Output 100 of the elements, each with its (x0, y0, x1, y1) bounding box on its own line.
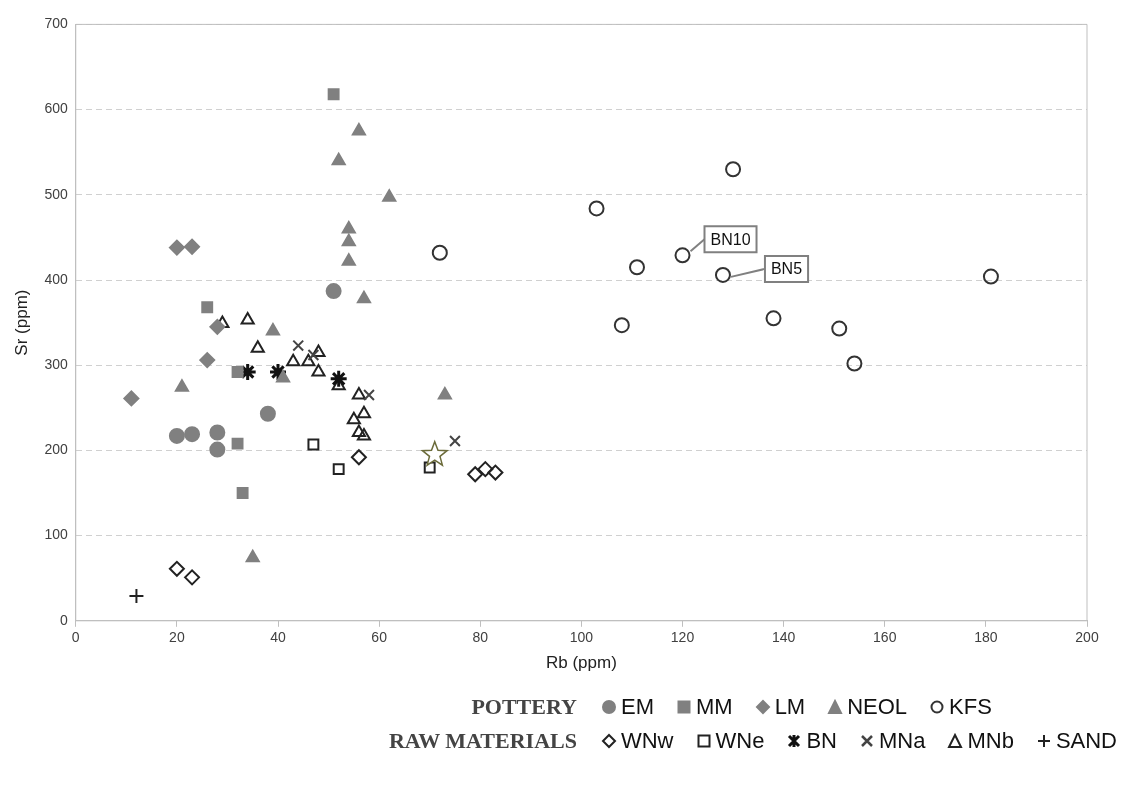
point (846, 355, 863, 372)
point (356, 405, 372, 419)
point (209, 441, 226, 458)
y-tick-label: 200 (44, 441, 68, 458)
legend-label: LM (774, 694, 806, 720)
y-tick-label: 500 (44, 185, 68, 202)
point (311, 364, 326, 377)
point (351, 387, 366, 400)
point (350, 449, 367, 466)
point (714, 266, 731, 283)
x-tick-label: 180 (974, 629, 998, 646)
x-tick-label: 160 (873, 629, 897, 646)
point (199, 352, 216, 369)
x-tick-label: 60 (371, 629, 388, 646)
point (431, 244, 448, 261)
point (307, 349, 320, 361)
point (629, 259, 645, 276)
point (341, 233, 356, 247)
point (421, 440, 448, 466)
point (351, 122, 366, 136)
legend-label: WNe (715, 728, 765, 754)
y-tick-label: 700 (44, 15, 68, 32)
point (231, 437, 244, 450)
point (245, 549, 260, 563)
text: RAW MATERIALS (388, 728, 577, 754)
x-tick-label: 120 (670, 629, 695, 646)
point (184, 426, 201, 443)
point (331, 152, 346, 166)
point (725, 161, 742, 178)
point (236, 487, 249, 499)
point (168, 427, 185, 444)
point (209, 318, 226, 335)
point (184, 238, 201, 255)
point (250, 340, 265, 353)
annotation: BN10 (710, 230, 751, 248)
point (327, 88, 340, 101)
legend-label: WNw (620, 728, 674, 754)
y-axis-title: Sr (ppm) (11, 289, 31, 356)
y-tick-label: 400 (44, 270, 68, 287)
point (276, 369, 291, 383)
point (265, 323, 281, 336)
legend-label: KFS (949, 694, 992, 720)
legend-label: BN (806, 728, 837, 754)
legend-label: EM (620, 694, 654, 720)
point (240, 312, 255, 325)
x-tick-label: 40 (270, 629, 286, 646)
point (268, 362, 288, 382)
point (292, 339, 305, 352)
x-tick-label: 100 (569, 629, 594, 646)
x-axis-title: Rb (ppm) (545, 653, 617, 673)
point (487, 464, 504, 481)
point (588, 200, 605, 217)
point (674, 247, 691, 264)
y-tick-label: 0 (59, 611, 68, 628)
point (356, 290, 372, 304)
x-tick-label: 140 (771, 629, 796, 646)
x-tick-label: 0 (71, 629, 80, 646)
point (341, 220, 356, 234)
point (982, 268, 999, 285)
point (351, 424, 366, 438)
point (437, 387, 452, 400)
point (301, 353, 316, 367)
y-tick-label: 600 (44, 100, 68, 117)
point (231, 366, 244, 378)
legend-label: NEOL (847, 694, 908, 720)
point (311, 344, 326, 357)
x-tick-label: 20 (169, 629, 185, 646)
point (332, 463, 345, 476)
point (307, 438, 320, 451)
point (201, 301, 214, 314)
point (831, 320, 848, 337)
x-tick-label: 200 (1075, 629, 1099, 646)
point (363, 389, 375, 401)
point (325, 283, 342, 300)
point (209, 424, 226, 441)
point (356, 427, 372, 441)
point (168, 560, 185, 577)
point (613, 317, 630, 334)
point (329, 369, 349, 389)
y-tick-label: 100 (44, 526, 68, 543)
point (467, 466, 484, 483)
point (423, 461, 436, 474)
point (259, 405, 276, 422)
point (449, 435, 461, 447)
legend-label: SAND (1055, 728, 1117, 754)
legend-label: MNb (967, 728, 1014, 754)
point (346, 411, 361, 425)
point (123, 390, 140, 407)
point (286, 353, 301, 367)
y-tick-label: 300 (44, 356, 68, 373)
legend-label: MM (695, 694, 733, 720)
point (174, 379, 189, 392)
point (341, 253, 356, 266)
point (168, 239, 185, 256)
point (382, 189, 397, 202)
annotation: BN5 (770, 260, 803, 278)
point (184, 569, 201, 586)
legend-label: MNa (878, 728, 926, 754)
point (765, 310, 782, 327)
text: POTTERY (470, 694, 577, 720)
